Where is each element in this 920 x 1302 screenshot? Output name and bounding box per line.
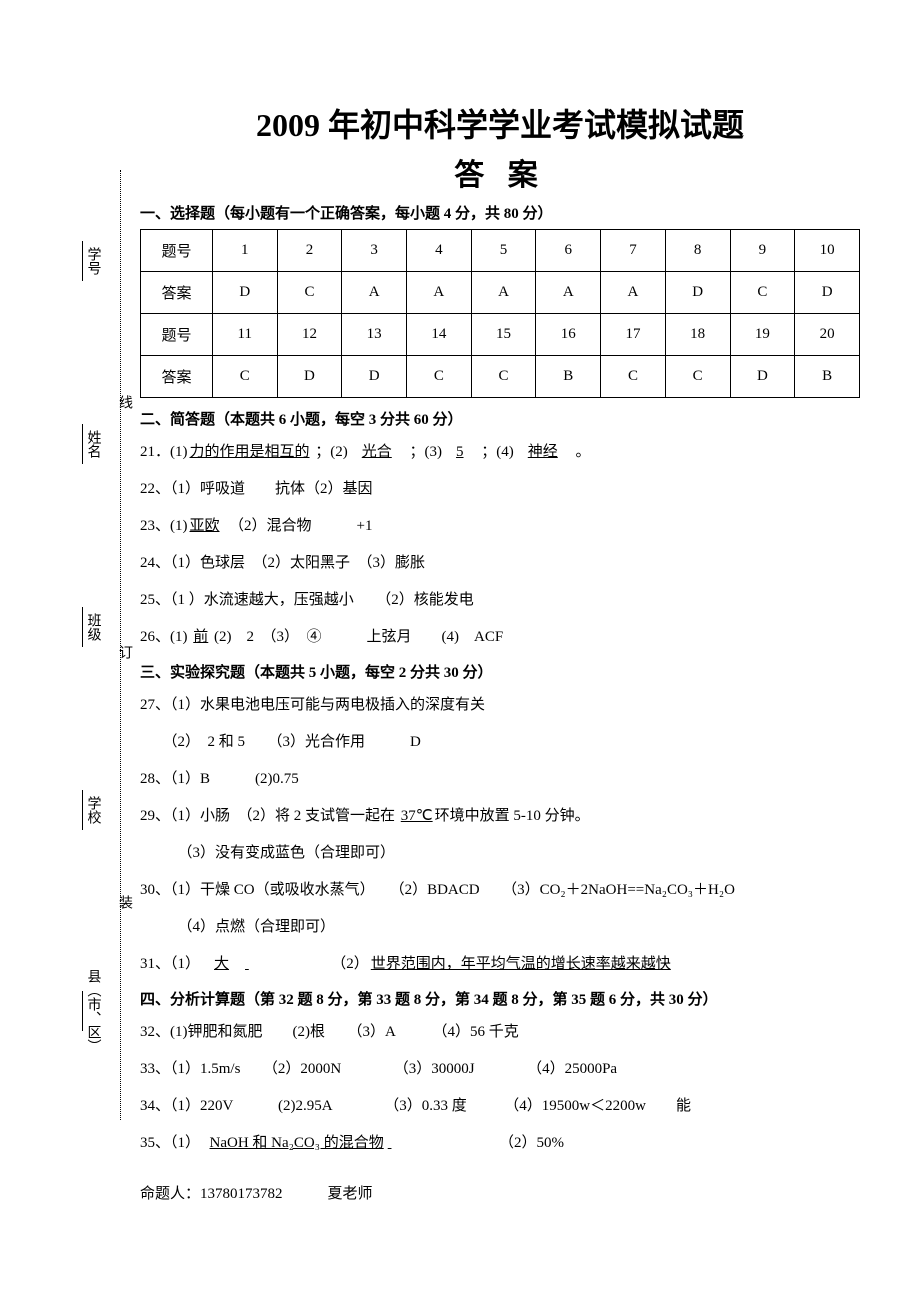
q27b: （2） 2 和 5 （3）光合作用 D [140,729,860,756]
q27a: 27、（1）水果电池电压可能与两电极插入的深度有关 [140,692,860,719]
page-content: 2009 年初中科学学业考试模拟试题 答 案 一、选择题（每小题有一个正确答案，… [140,100,860,1218]
q28: 28、（1）B (2)0.75 [140,766,860,793]
table-row: 题号 1 2 3 4 5 6 7 8 9 10 [141,230,860,272]
table-row: 题号 11 12 13 14 15 16 17 18 19 20 [141,314,860,356]
margin-labels: 学号 姓名 班级 学校 县（市、区） [72,170,112,1120]
table-row: 答案 C D D C C B C C D B [141,356,860,398]
q23: 23、(1)亚欧 （2）混合物 +1 [140,513,860,540]
page-title: 2009 年初中科学学业考试模拟试题 [140,100,860,146]
label-class: 班级 [82,603,103,651]
q34: 34、（1）220V (2)2.95A （3）0.33 度 （4）19500w＜… [140,1093,860,1120]
section3-title: 三、实验探究题（本题共 5 小题，每空 2 分共 30 分） [140,661,860,682]
q24: 24、（1）色球层 （2）太阳黑子 （3）膨胀 [140,550,860,577]
bind-char-bind: 装 [114,895,134,909]
bind-char-stitch: 订 [114,645,134,659]
q29a: 29、（1）小肠 （2）将 2 支试管一起在 37℃环境中放置 5-10 分钟。 [140,803,860,830]
answer-label: 答案 [141,356,213,398]
answer-label: 答案 [141,272,213,314]
header-label: 题号 [141,230,213,272]
section2-title: 二、简答题（本题共 6 小题，每空 3 分共 60 分） [140,408,860,429]
footer: 命题人：13780173782 夏老师 [140,1181,860,1208]
table-row: 答案 D C A A A A A D C D [141,272,860,314]
binding-margin: 学号 姓名 班级 学校 县（市、区） 线 订 装 [72,170,122,1120]
answer-table: 题号 1 2 3 4 5 6 7 8 9 10 答案 D C A A A A A… [140,229,860,398]
q30b: （4）点燃（合理即可） [140,914,860,941]
bind-char-line: 线 [114,395,134,409]
q26: 26、(1) 前 (2) 2 （3） ④ 上弦月 (4) ACF [140,624,860,651]
header-label: 题号 [141,314,213,356]
page-subtitle: 答 案 [140,150,860,194]
q35: 35、（1） NaOH 和 Na₂CO₃ 的混合物 （2）50% [140,1130,860,1157]
label-school: 学校 [82,786,103,834]
section4-title: 四、分析计算题（第 32 题 8 分，第 33 题 8 分，第 34 题 8 分… [140,988,860,1009]
q32: 32、(1)钾肥和氮肥 (2)根 （3）A （4）56 千克 [140,1019,860,1046]
label-name: 姓名 [82,420,103,468]
q31: 31、（1）大 （2）世界范围内，年平均气温的增长速率越来越快 [140,951,860,978]
q29b: （3）没有变成蓝色（合理即可） [140,840,860,867]
q30a: 30、（1）干燥 CO（或吸收水蒸气） （2）BDACD （3）CO₂＋2NaO… [140,877,860,904]
q22: 22、（1）呼吸道 抗体（2）基因 [140,476,860,503]
label-student-id: 学号 [82,237,103,285]
section1-title: 一、选择题（每小题有一个正确答案，每小题 4 分，共 80 分） [140,202,860,223]
q33: 33、（1）1.5m/s （2）2000N （3）30000J （4）25000… [140,1056,860,1083]
label-county: 县（市、区） [82,969,103,1053]
q25: 25、（1 ）水流速越大，压强越小 （2）核能发电 [140,587,860,614]
q21: 21．(1)力的作用是相互的 ；(2)光合 ；(3)5 ；(4)神经 。 [140,439,860,466]
